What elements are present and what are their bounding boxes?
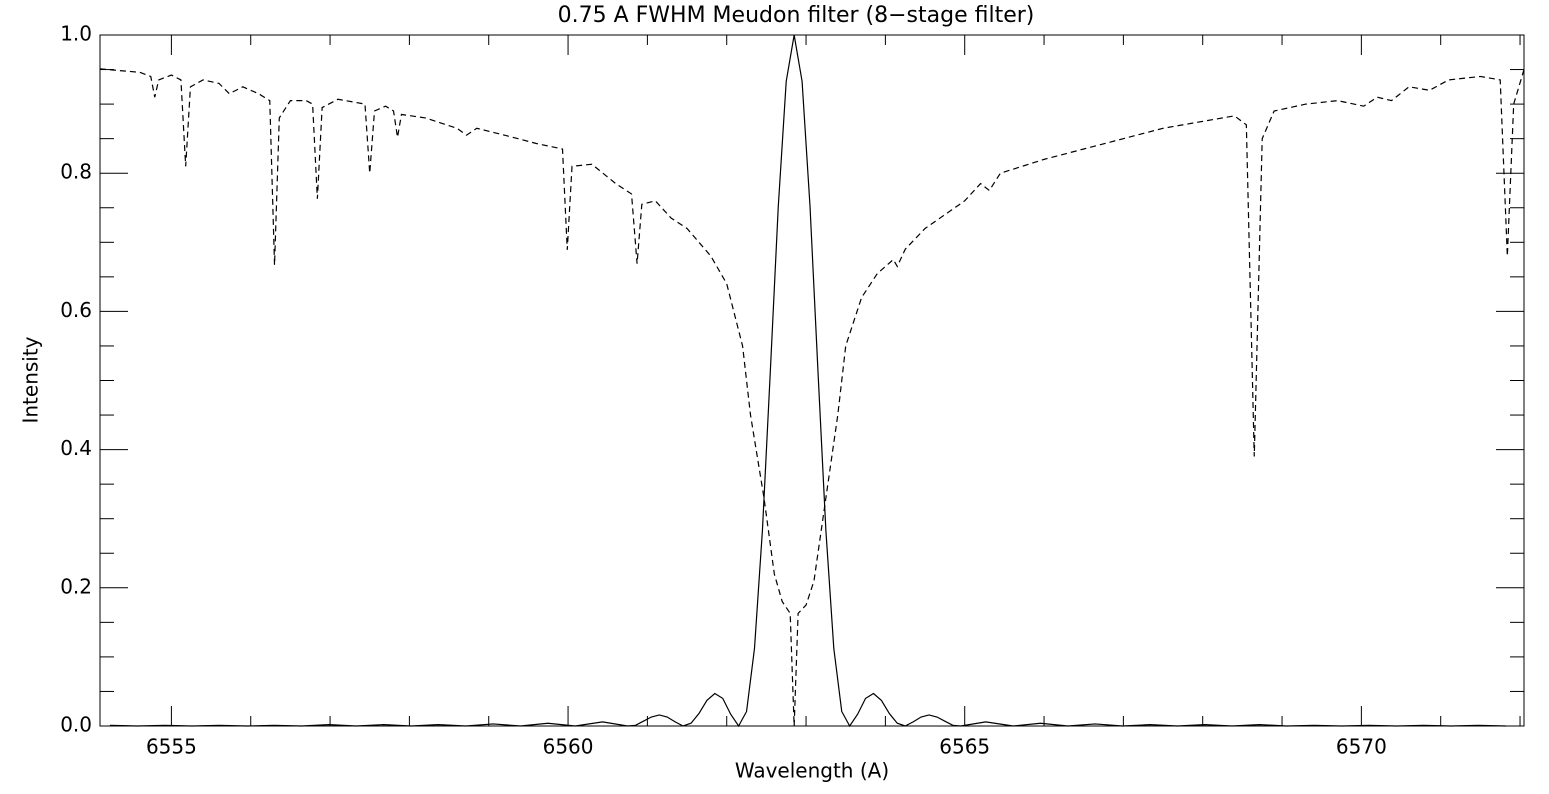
- x-tick-label: 6560: [543, 735, 594, 759]
- x-axis-label: Wavelength (A): [735, 759, 889, 783]
- x-tick-label: 6570: [1336, 735, 1387, 759]
- y-tick-label: 0.4: [60, 436, 92, 460]
- y-tick-label: 0.2: [60, 574, 92, 598]
- data-line: [99, 68, 1525, 727]
- y-tick-label: 1.0: [60, 22, 92, 46]
- y-tick-label: 0.8: [60, 160, 92, 184]
- y-tick-label: 0.6: [60, 298, 92, 322]
- chart-title: 0.75 A FWHM Meudon filter (8−stage filte…: [558, 3, 1035, 28]
- x-tick-label: 6555: [146, 735, 197, 759]
- x-tick-label: 6565: [939, 735, 990, 759]
- y-axis-label: Intensity: [19, 336, 43, 423]
- data-line: [109, 34, 1506, 728]
- y-tick-label: 0.0: [60, 713, 92, 737]
